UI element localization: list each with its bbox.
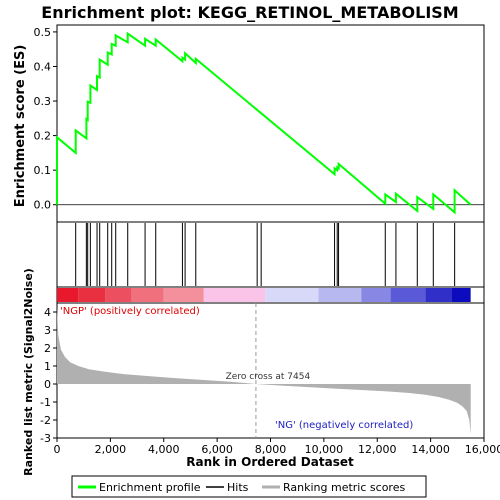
- legend-frame: [71, 475, 427, 498]
- x-tick-label: 4,000: [148, 443, 180, 456]
- legend: Enrichment profile Hits Ranking metric s…: [71, 475, 427, 498]
- zero-cross-label: Zero cross at 7454: [226, 372, 311, 382]
- es-y-tick-label: 0.5: [34, 26, 52, 39]
- rank-gradient-bar: [56, 286, 485, 304]
- gradient-block: [105, 288, 132, 302]
- es-y-tick-label: 0.4: [34, 60, 52, 73]
- enrichment-profile-line: [56, 31, 472, 215]
- gradient-block: [131, 288, 164, 302]
- gradient-block: [425, 288, 452, 302]
- legend-label-enrichment-profile: Enrichment profile: [99, 481, 201, 494]
- rank-y-tick-label: 0: [44, 378, 51, 391]
- x-tick-label: 10,000: [305, 443, 344, 456]
- enrichment-score-panel: 0.0 0.1 0.2 0.3 0.4 0.5 Enrichment score (ES): [13, 24, 485, 223]
- rank-y-axis: 4 3 2 1 0 -1 -2 -3: [40, 306, 57, 445]
- x-axis: 0 2,000 4,000 6,000 8,000 10,000 12,000 14,000 1…: [54, 438, 500, 456]
- es-plot-frame: [56, 24, 485, 223]
- rank-plot-frame: [56, 302, 485, 439]
- hits-panel: [56, 221, 485, 288]
- gradient-block: [451, 288, 471, 302]
- rank-y-tick-label: -3: [40, 432, 51, 445]
- x-tick-label: 0: [54, 443, 61, 456]
- gradient-block: [361, 288, 391, 302]
- gradient-block: [203, 288, 266, 302]
- gradient-block: [57, 288, 79, 302]
- es-y-tick-label: 0.2: [34, 130, 52, 143]
- x-tick-label: 2,000: [95, 443, 127, 456]
- gradient-block: [265, 288, 319, 302]
- positive-correlation-label: 'NGP' (positively correlated): [60, 306, 200, 317]
- rank-y-tick-label: 4: [44, 306, 51, 319]
- x-tick-label: 8,000: [255, 443, 287, 456]
- negative-correlation-label: 'NG' (negatively correlated): [275, 420, 413, 431]
- x-axis-label: Rank in Ordered Dataset: [186, 455, 354, 469]
- rank-y-tick-label: 3: [44, 324, 51, 337]
- es-y-axis: 0.0 0.1 0.2 0.3 0.4 0.5: [34, 26, 57, 212]
- rank-y-tick-label: 2: [44, 342, 51, 355]
- es-y-tick-label: 0.3: [34, 95, 52, 108]
- es-y-tick-label: 0.0: [34, 199, 52, 212]
- rank-y-axis-label: Ranked list metric (Signal2Noise): [22, 268, 35, 476]
- rank-y-tick-label: -1: [40, 396, 51, 409]
- es-y-axis-label: Enrichment score (ES): [13, 45, 28, 208]
- hit-markers: [75, 223, 456, 286]
- x-tick-label: 6,000: [201, 443, 233, 456]
- gradient-blocks: [57, 288, 471, 302]
- legend-label-hits: Hits: [227, 481, 249, 494]
- es-y-tick-label: 0.1: [34, 164, 52, 177]
- x-tick-label: 14,000: [411, 443, 450, 456]
- gradient-block: [78, 288, 106, 302]
- gradient-block: [163, 288, 204, 302]
- gradient-block: [318, 288, 362, 302]
- x-tick-label: 16,000: [465, 443, 500, 456]
- hits-plot-frame: [56, 221, 485, 288]
- chart-title: Enrichment plot: KEGG_RETINOL_METABOLISM: [41, 3, 458, 22]
- rank-y-tick-label: -2: [40, 414, 51, 427]
- gradient-block: [390, 288, 426, 302]
- x-tick-label: 12,000: [358, 443, 397, 456]
- ranked-metric-panel: Zero cross at 7454 'NGP' (positively cor…: [22, 268, 485, 476]
- legend-label-ranking-metric: Ranking metric scores: [283, 481, 405, 494]
- rank-y-tick-label: 1: [44, 360, 51, 373]
